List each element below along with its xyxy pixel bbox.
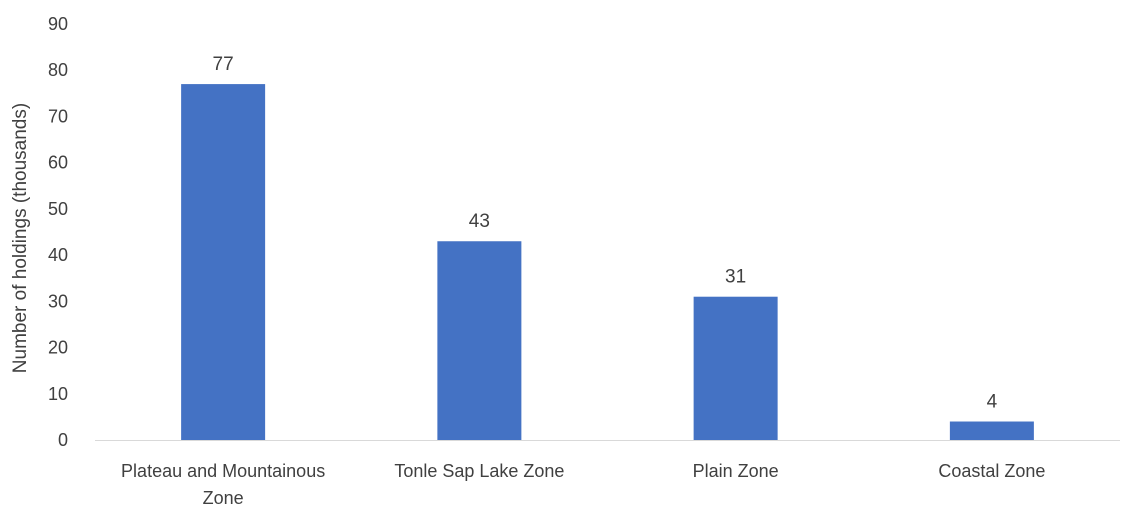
- data-label: 31: [725, 267, 746, 288]
- data-label: 43: [469, 211, 490, 232]
- y-tick-label: 70: [48, 106, 68, 126]
- bar: [693, 296, 778, 440]
- y-tick-label: 30: [48, 291, 68, 311]
- y-tick-label: 90: [48, 14, 68, 34]
- y-tick-label: 0: [58, 430, 68, 450]
- data-labels: 77 43 31 4: [213, 54, 998, 412]
- bar: [181, 84, 266, 440]
- bar: [437, 241, 522, 440]
- y-tick-label: 50: [48, 199, 68, 219]
- y-tick-label: 20: [48, 338, 68, 358]
- y-tick-label: 80: [48, 60, 68, 80]
- y-tick-label: 60: [48, 153, 68, 173]
- y-axis-title: Number of holdings (thousands): [10, 103, 31, 373]
- x-tick-label: Tonle Sap Lake Zone: [394, 461, 564, 481]
- y-tick-label: 10: [48, 384, 68, 404]
- x-axis: Plateau and Mountainous Zone Tonle Sap Lak…: [121, 461, 1045, 508]
- x-tick-label: Plateau and Mountainous Zone: [121, 461, 325, 508]
- data-label: 4: [987, 392, 998, 413]
- y-axis: 0 10 20 30 40 50 60 70 80 90: [48, 14, 68, 450]
- bars: [181, 84, 1034, 440]
- bar: [949, 421, 1034, 440]
- y-tick-label: 40: [48, 245, 68, 265]
- x-tick-label: Plain Zone: [693, 461, 779, 481]
- data-label: 77: [213, 54, 234, 75]
- x-tick-label: Coastal Zone: [938, 461, 1045, 481]
